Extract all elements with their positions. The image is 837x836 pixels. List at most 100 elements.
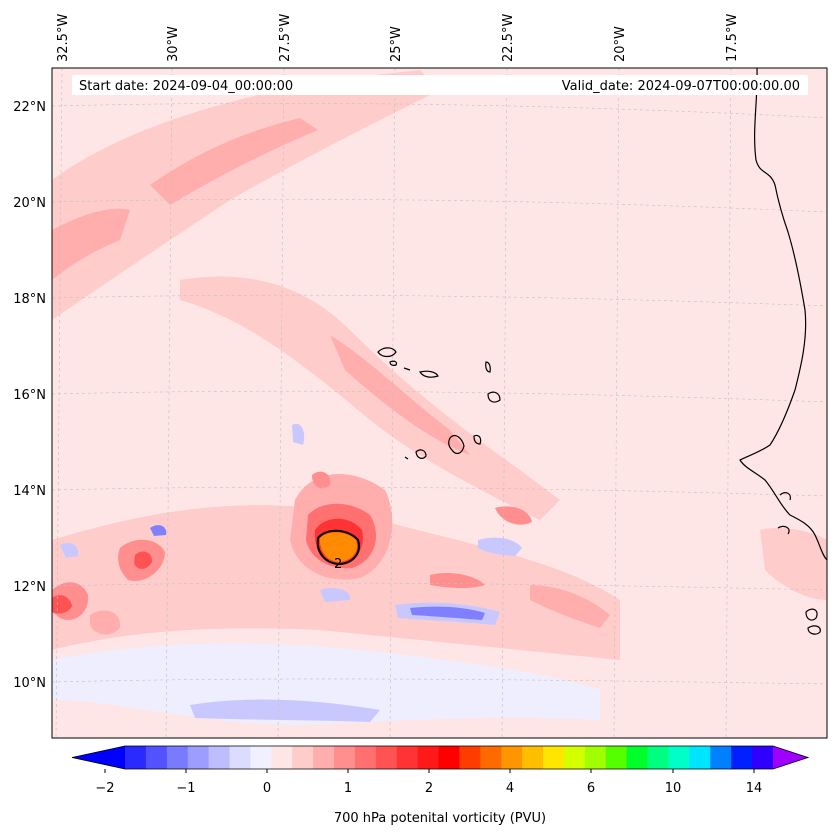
longitude-labels: 32.5°W 30°W 27.5°W 25°W 22.5°W 20°W 17.5… — [56, 14, 740, 62]
lat-label: 20°N — [13, 196, 46, 211]
colorbar-segment — [563, 746, 586, 769]
pv-west-cell-3 — [90, 610, 121, 635]
colorbar-segment — [710, 746, 732, 769]
colorbar-tick-label: 4 — [506, 781, 514, 796]
colorbar-tick-label: 0 — [263, 781, 271, 796]
colorbar-segment — [417, 746, 440, 769]
colorbar-segment — [438, 746, 460, 769]
colorbar-segment — [313, 746, 335, 769]
colorbar-segment — [229, 746, 251, 769]
colorbar-segment — [543, 746, 565, 769]
colorbar-tick-label: 2 — [425, 781, 433, 796]
island-maio — [473, 434, 482, 445]
colorbar-segment — [731, 746, 753, 769]
pv-east-band — [530, 585, 610, 628]
lon-label: 27.5°W — [278, 14, 293, 62]
colorbar-segment — [501, 746, 523, 769]
pv-band-west-edge — [52, 208, 130, 280]
island-boa-vista — [487, 391, 501, 403]
colorbar-segment — [752, 746, 774, 769]
pv-negative-south-inner — [190, 699, 380, 722]
island-sal — [485, 361, 491, 373]
colorbar-segment — [208, 746, 231, 769]
colorbar-label: 700 hPa potenital vorticity (PVU) — [334, 811, 546, 826]
map-frame — [51, 67, 828, 739]
colorbar-segment — [605, 746, 628, 769]
africa-coast-islands — [777, 492, 821, 635]
pv-negative-band-mid-core — [410, 606, 485, 620]
pv-east-cell — [495, 506, 532, 525]
lon-label: 17.5°W — [725, 14, 740, 62]
island-sao-nicolau — [419, 370, 439, 378]
colorbar-segment — [626, 746, 649, 769]
colorbar-segment — [522, 746, 544, 769]
pv-negative-west-spot — [150, 525, 167, 536]
pv-contour-2 — [316, 529, 360, 566]
island-fogo — [415, 449, 427, 459]
pv-negative-east — [478, 537, 522, 556]
colorbar-tick-label: 14 — [746, 781, 763, 796]
colorbar-segment — [354, 746, 377, 769]
colorbar-segment — [166, 746, 189, 769]
island-santiago — [448, 434, 465, 455]
cape-verde-islands — [377, 347, 501, 460]
colorbar-segment — [375, 746, 398, 769]
pv-coast-patch — [760, 528, 827, 600]
lon-label: 32.5°W — [56, 14, 71, 62]
pv-vortex-core — [319, 532, 358, 562]
colorbar-tick-label: 10 — [665, 781, 682, 796]
colorbar-segment — [145, 746, 168, 769]
colorbar-segment — [334, 746, 356, 769]
pv-south-cell — [430, 573, 485, 589]
colorbar — [71, 745, 810, 773]
pv-band-north-core — [150, 118, 318, 205]
colorbar-segment — [396, 746, 419, 769]
colorbar-segment — [459, 746, 481, 769]
lat-label: 14°N — [13, 484, 46, 499]
lat-label: 22°N — [13, 100, 46, 115]
lat-label: 16°N — [13, 388, 46, 403]
start-date-text: Start date: 2024-09-04_00:00:00 — [79, 79, 293, 94]
colorbar-tick-label: −2 — [95, 781, 114, 796]
island-santa-luzia — [403, 367, 411, 371]
pv-band-north — [52, 70, 440, 320]
pv-negative-mid-spot — [320, 588, 351, 602]
colorbar-segment — [271, 746, 293, 769]
colorbar-segment — [647, 746, 669, 769]
lat-label: 10°N — [13, 676, 46, 691]
pv-negative-belt-south — [52, 643, 600, 725]
valid-date-text: Valid_date: 2024-09-07T00:00:00.00 — [562, 79, 800, 94]
colorbar-segment — [250, 746, 272, 769]
lon-label: 30°W — [166, 26, 181, 62]
date-header-box — [72, 75, 808, 95]
colorbar-segment — [584, 746, 607, 769]
colorbar-segment — [480, 746, 502, 769]
island-sao-vicente — [389, 360, 398, 366]
graticule — [52, 68, 827, 738]
colorbar-extend-high — [773, 746, 808, 769]
lon-label: 22.5°W — [501, 14, 516, 62]
island-brava — [404, 456, 409, 460]
latitude-labels: 22°N 20°N 18°N 16°N 14°N 12°N 10°N — [13, 100, 46, 691]
lon-label: 20°W — [613, 26, 628, 62]
map-panel — [52, 68, 827, 738]
colorbar-segment — [668, 746, 690, 769]
island-santo-antao — [377, 347, 397, 358]
pv-band-diagonal — [180, 276, 560, 520]
colorbar-tick-label: 1 — [344, 781, 352, 796]
colorbar-extend-low — [72, 746, 125, 769]
colorbar-ticks: −2 −1 0 1 2 4 6 10 14 — [95, 781, 762, 796]
colorbar-outline — [71, 745, 810, 770]
contour-label: 2 — [334, 557, 342, 572]
pv-negative-north-blob — [292, 423, 305, 445]
lat-label: 18°N — [13, 292, 46, 307]
pv-west-cell-2-core — [134, 551, 153, 569]
colorbar-segment — [292, 746, 314, 769]
colorbar-segment — [689, 746, 711, 769]
colorbar-tick-label: 6 — [587, 781, 595, 796]
colorbar-segment — [187, 746, 210, 769]
lon-label: 25°W — [389, 26, 404, 62]
pv-north-cell — [312, 471, 331, 489]
colorbar-segment — [125, 746, 147, 769]
